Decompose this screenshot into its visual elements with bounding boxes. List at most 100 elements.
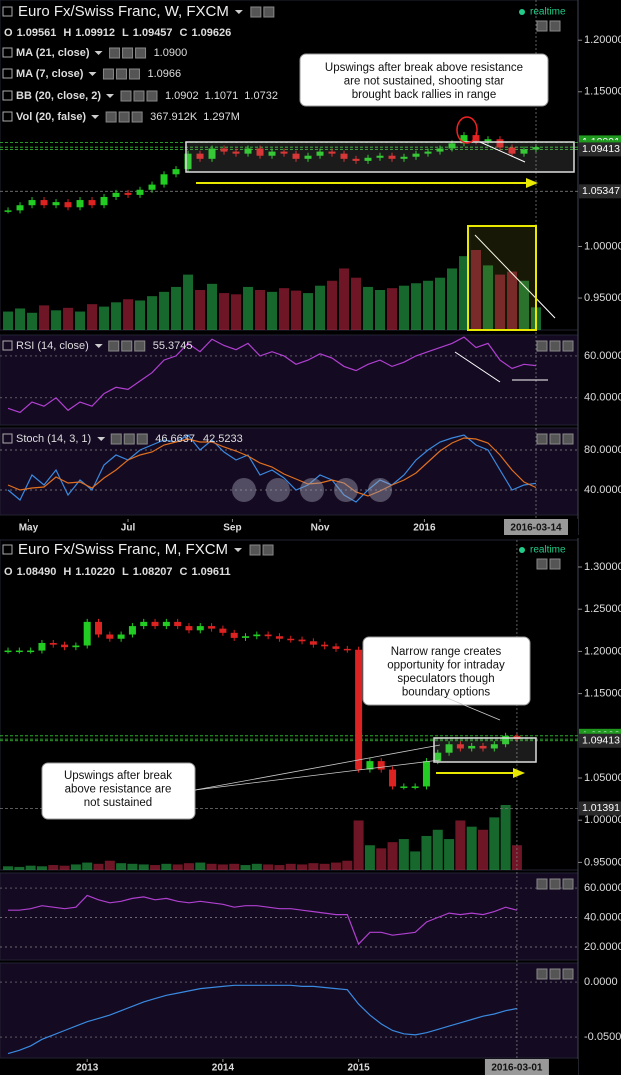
- icon-button[interactable]: [549, 878, 561, 890]
- icon-button[interactable]: [562, 878, 574, 890]
- volume-bar: [127, 863, 138, 870]
- panel-toggle[interactable]: [2, 433, 13, 444]
- volume-bar: [48, 865, 59, 870]
- dropdown[interactable]: [97, 437, 106, 441]
- icon-button[interactable]: [536, 968, 548, 980]
- zoom-reset[interactable]: [300, 478, 324, 502]
- candle: [388, 155, 396, 159]
- candle: [220, 148, 228, 152]
- icon-button[interactable]: [549, 558, 561, 570]
- icon-button[interactable]: [122, 47, 134, 59]
- price-tag-label: 1.09413: [582, 143, 620, 155]
- candle: [27, 650, 35, 653]
- dropdown[interactable]: [94, 51, 103, 55]
- x-tick-label: 2016: [413, 523, 436, 534]
- candle: [64, 202, 72, 208]
- volume-bar: [231, 294, 242, 330]
- icon-button[interactable]: [133, 90, 145, 102]
- dropdown[interactable]: [94, 344, 103, 348]
- y-tick-label: 60.0000: [584, 350, 621, 362]
- panel-toggle[interactable]: [2, 544, 13, 555]
- dropdown[interactable]: [105, 94, 114, 98]
- icon-button[interactable]: [146, 90, 158, 102]
- icon-button[interactable]: [536, 878, 548, 890]
- dropdown[interactable]: [234, 548, 243, 552]
- highlight-circle: [456, 116, 478, 144]
- dropdown[interactable]: [91, 115, 100, 119]
- candle: [298, 639, 306, 642]
- candle: [400, 156, 408, 159]
- icon-button[interactable]: [549, 968, 561, 980]
- candle: [160, 174, 168, 185]
- y-tick-label: -0.0500: [584, 1031, 621, 1043]
- volume-bar: [75, 311, 86, 330]
- price-tag-label: 1.01391: [582, 802, 620, 814]
- icon-button[interactable]: [135, 47, 147, 59]
- separator: [0, 535, 621, 538]
- icon-button[interactable]: [536, 433, 548, 445]
- panel-toggle[interactable]: [2, 340, 13, 351]
- icon-button[interactable]: [123, 433, 135, 445]
- icon-button[interactable]: [562, 340, 574, 352]
- icon-button[interactable]: [115, 68, 127, 80]
- volume-bar: [519, 280, 530, 330]
- volume-bar: [432, 829, 443, 870]
- icon-button[interactable]: [109, 47, 121, 59]
- icon-button[interactable]: [120, 90, 132, 102]
- annotation-box: [41, 762, 196, 820]
- volume-bar: [303, 293, 314, 330]
- candle: [436, 148, 444, 152]
- icon-button[interactable]: [263, 6, 275, 18]
- icon-button[interactable]: [250, 6, 262, 18]
- candle: [76, 200, 84, 208]
- icon-button[interactable]: [549, 340, 561, 352]
- icon-button[interactable]: [549, 433, 561, 445]
- ohlc-value: 1.08490: [17, 566, 57, 578]
- volume-bar: [206, 863, 217, 870]
- arrow-head: [513, 768, 525, 778]
- icon-button[interactable]: [536, 558, 548, 570]
- volume-bar: [500, 805, 511, 870]
- panel-toggle[interactable]: [2, 68, 13, 79]
- y-tick-label: 1.15000: [584, 86, 621, 98]
- zoom-right[interactable]: [368, 478, 392, 502]
- panel-toggle[interactable]: [2, 111, 13, 122]
- volume-bar: [111, 302, 122, 330]
- icon-button[interactable]: [262, 544, 274, 556]
- icon-button[interactable]: [134, 340, 146, 352]
- panel-toggle[interactable]: [2, 47, 13, 58]
- volume-bar: [297, 864, 308, 870]
- icon-button[interactable]: [110, 433, 122, 445]
- volume-bar: [489, 817, 500, 870]
- panel-label: RSI (14, close): [16, 340, 89, 352]
- icon-button[interactable]: [536, 340, 548, 352]
- icon-button[interactable]: [118, 111, 130, 123]
- panel-toggle[interactable]: [2, 90, 13, 101]
- volume-bar: [27, 312, 38, 330]
- y-tick-label: 20.0000: [584, 941, 621, 953]
- icon-button[interactable]: [562, 433, 574, 445]
- dropdown[interactable]: [234, 10, 243, 14]
- zoom-in[interactable]: [334, 478, 358, 502]
- annotation-text: Narrow range creates: [391, 646, 502, 658]
- icon-button[interactable]: [128, 68, 140, 80]
- icon-button[interactable]: [136, 433, 148, 445]
- icon-button[interactable]: [536, 20, 548, 32]
- dropdown[interactable]: [88, 72, 97, 76]
- volume-bar: [116, 863, 127, 870]
- zoom-left[interactable]: [232, 478, 256, 502]
- zoom-out[interactable]: [266, 478, 290, 502]
- candle: [304, 155, 312, 159]
- icon-button[interactable]: [249, 544, 261, 556]
- icon-button[interactable]: [131, 111, 143, 123]
- icon-button[interactable]: [108, 340, 120, 352]
- icon-button[interactable]: [121, 340, 133, 352]
- volume-bar: [147, 296, 158, 330]
- icon-button[interactable]: [105, 111, 117, 123]
- icon-button[interactable]: [102, 68, 114, 80]
- icon-button[interactable]: [562, 968, 574, 980]
- panel-toggle[interactable]: [2, 6, 13, 17]
- candle: [208, 626, 216, 629]
- icon-button[interactable]: [549, 20, 561, 32]
